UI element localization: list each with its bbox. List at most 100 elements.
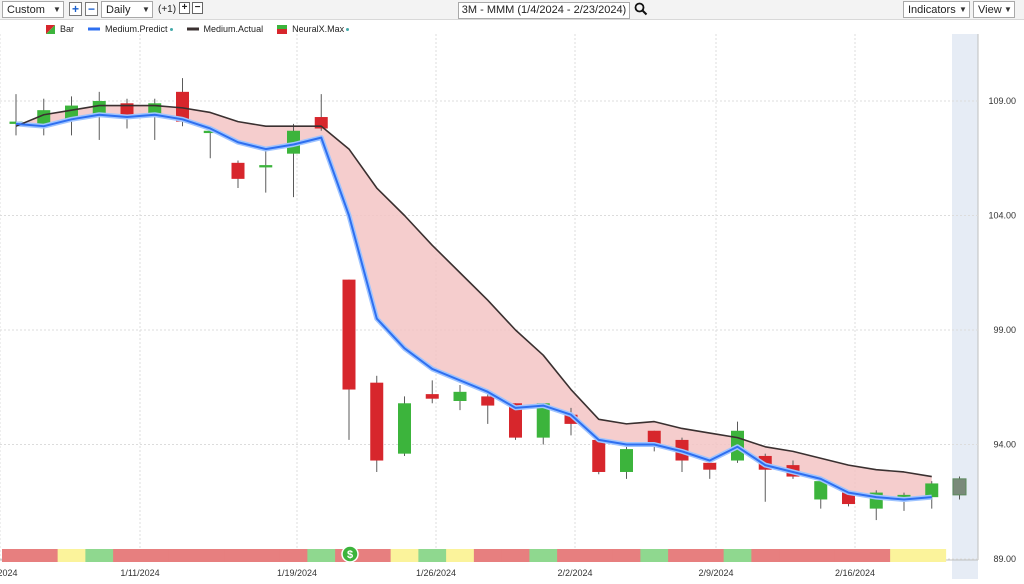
candle-body bbox=[564, 414, 578, 424]
neuralx-strip-segment bbox=[751, 549, 780, 562]
medium-predict-line bbox=[15, 113, 932, 501]
neuralx-strip-segment bbox=[501, 549, 530, 562]
neuralx-strip-segment bbox=[640, 549, 669, 562]
neuralx-strip-segment bbox=[2, 549, 31, 562]
legend-label: Medium.Predict bbox=[105, 24, 168, 34]
candle-body bbox=[203, 130, 217, 134]
chevron-down-icon: ▼ bbox=[959, 5, 967, 14]
x-tick-label: 1/26/2024 bbox=[416, 568, 456, 578]
y-tick-label: 99.00 bbox=[993, 325, 1016, 335]
x-tick-label: 1/4/2024 bbox=[0, 568, 18, 578]
neuralx-strip-segment bbox=[29, 549, 59, 562]
x-tick-label: 1/11/2024 bbox=[120, 568, 159, 578]
candle-body bbox=[703, 462, 717, 470]
candle-body bbox=[592, 439, 606, 472]
neuralx-strip-segment bbox=[362, 549, 392, 562]
neuralx-strip-segment bbox=[806, 549, 836, 562]
candle-body bbox=[453, 391, 467, 401]
y-tick-label: 104.00 bbox=[988, 211, 1016, 221]
period-select[interactable]: Custom ▼ bbox=[2, 1, 64, 18]
toolbar: Custom ▼ + − Daily ▼ (+1) + − 3M - MMM (… bbox=[0, 0, 1024, 20]
legend-label: Medium.Actual bbox=[203, 24, 264, 34]
neuralx-strip-segment bbox=[473, 549, 503, 562]
search-icon[interactable] bbox=[634, 2, 648, 16]
neuralx-strip-segment bbox=[224, 549, 253, 562]
neuralx-strip-segment bbox=[890, 549, 919, 562]
candle-body bbox=[952, 478, 967, 496]
candle-body bbox=[425, 394, 439, 399]
neuralx-strip-segment bbox=[279, 549, 308, 562]
neuralx-strip-segment bbox=[57, 549, 86, 562]
x-tick-label: 1/19/2024 bbox=[277, 568, 317, 578]
neuralx-strip-segment bbox=[168, 549, 197, 562]
indicators-select[interactable]: Indicators ▼ bbox=[903, 1, 970, 18]
neuralx-strip-segment bbox=[113, 549, 142, 562]
bar-legend-icon bbox=[46, 24, 55, 34]
candle-body bbox=[814, 481, 828, 500]
neuralx-strip-segment bbox=[446, 549, 475, 562]
chevron-down-icon: ▼ bbox=[142, 5, 150, 14]
interval-select-value: Daily bbox=[106, 3, 131, 16]
zoom-out-button[interactable]: − bbox=[85, 2, 98, 16]
offset-plus-button[interactable]: + bbox=[179, 2, 190, 14]
dollar-marker-icon bbox=[341, 545, 359, 563]
legend-label: Bar bbox=[60, 24, 75, 34]
candle-body bbox=[925, 483, 939, 498]
neuralx-strip-segment bbox=[529, 549, 558, 562]
indicators-label: Indicators bbox=[908, 3, 956, 16]
forecast-band bbox=[952, 34, 978, 579]
plus-icon: + bbox=[181, 2, 188, 13]
chevron-down-icon: ▼ bbox=[1004, 5, 1012, 14]
candle-body bbox=[536, 403, 550, 438]
medium-actual-line bbox=[15, 104, 932, 478]
neuralx-strip-segment bbox=[85, 549, 114, 562]
neuralx-strip-segment bbox=[668, 549, 697, 562]
legend-item-medium-actual[interactable]: Medium.Actual bbox=[186, 24, 264, 34]
neuralx-strip-segment bbox=[695, 549, 725, 562]
interval-select[interactable]: Daily ▼ bbox=[101, 1, 153, 18]
line-legend-icon bbox=[88, 27, 101, 31]
x-tick-label: 2/16/2024 bbox=[835, 568, 875, 578]
candle-body bbox=[259, 165, 273, 168]
strip-legend-icon bbox=[277, 24, 288, 34]
symbol-title[interactable]: 3M - MMM (1/4/2024 - 2/23/2024) bbox=[458, 2, 630, 19]
neuralx-strip-segment bbox=[390, 549, 419, 562]
line-legend-icon bbox=[186, 27, 199, 31]
neuralx-strip-segment bbox=[557, 549, 586, 562]
price-chart[interactable]: 109.00 104.00 99.00 94.00 89.00 1/4/2024 1/11/… bbox=[0, 20, 1024, 584]
x-tick-label: 2/2/2024 bbox=[557, 568, 592, 578]
candle-body bbox=[398, 403, 411, 454]
chevron-down-icon: ▼ bbox=[53, 5, 61, 14]
neuralx-strip-segment bbox=[251, 549, 281, 562]
candle-body bbox=[176, 91, 189, 122]
offset-minus-button[interactable]: − bbox=[192, 2, 203, 14]
settings-dot-icon bbox=[169, 27, 173, 31]
legend-item-bar[interactable]: Bar bbox=[46, 24, 74, 34]
legend-label: NeuralX.Max bbox=[292, 24, 345, 34]
views-select[interactable]: Views ▼ bbox=[973, 1, 1015, 18]
candle-body bbox=[370, 382, 384, 461]
candle-body bbox=[620, 449, 633, 472]
candle-body bbox=[342, 279, 356, 390]
neuralx-strip-segment bbox=[779, 549, 808, 562]
neuralx-strip-segment bbox=[917, 549, 947, 562]
zoom-in-button[interactable]: + bbox=[69, 2, 82, 16]
neuralx-strip-segment bbox=[723, 549, 752, 562]
views-label: Views bbox=[978, 3, 1002, 16]
candle-body bbox=[897, 494, 911, 498]
legend-item-medium-predict[interactable]: Medium.Predict bbox=[88, 24, 173, 34]
candle-body bbox=[314, 117, 328, 129]
neuralx-strip-segment bbox=[834, 549, 863, 562]
y-tick-label: 94.00 bbox=[993, 440, 1016, 450]
dollar-marker-label: $ bbox=[347, 549, 353, 561]
period-select-value: Custom bbox=[7, 3, 45, 16]
candle-body bbox=[509, 403, 522, 438]
candle-body bbox=[9, 121, 23, 124]
predict-actual-fill bbox=[16, 105, 932, 500]
neuralx-strip-segment bbox=[612, 549, 641, 562]
candle-body bbox=[842, 492, 855, 505]
candle-body bbox=[120, 103, 134, 118]
neuralx-strip-segment bbox=[862, 549, 891, 562]
legend-item-neuralx-max[interactable]: NeuralX.Max bbox=[277, 24, 350, 34]
neuralx-strip-segment bbox=[307, 549, 336, 562]
